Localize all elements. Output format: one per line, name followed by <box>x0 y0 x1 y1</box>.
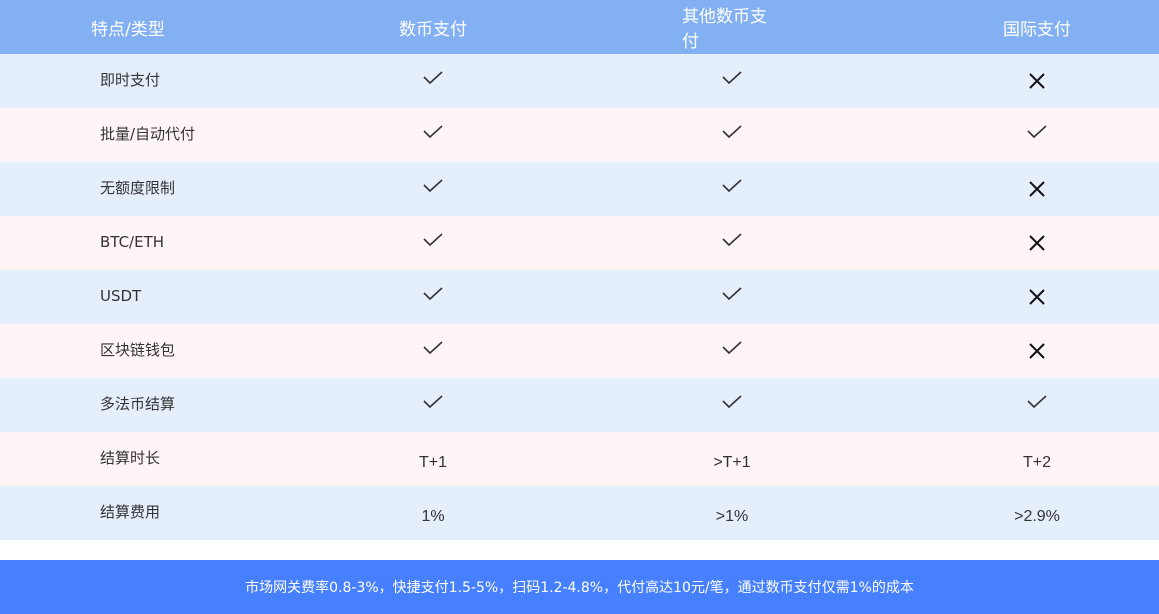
header-feature: 特点/类型 <box>91 19 165 40</box>
cell-value: T+2 <box>1022 454 1051 471</box>
cross-icon <box>987 324 1087 378</box>
row-label: USDT <box>100 286 142 305</box>
cross-icon <box>987 54 1087 108</box>
check-icon <box>383 375 483 429</box>
cross-icon <box>987 162 1087 216</box>
table-row: 多法币结算 <box>0 378 1159 432</box>
check-icon <box>383 321 483 375</box>
cell-value: >2.9% <box>1014 508 1060 525</box>
table-row: BTC/ETH <box>0 216 1159 270</box>
row-label: BTC/ETH <box>100 232 165 251</box>
row-label: 结算时长 <box>100 449 161 467</box>
footer-note: 市场网关费率0.8-3%，快捷支付1.5-5%，扫码1.2-4.8%，代付高达1… <box>0 560 1159 614</box>
cross-icon <box>987 216 1087 270</box>
row-label: 区块链钱包 <box>100 341 176 359</box>
check-icon <box>682 213 782 267</box>
check-icon <box>682 51 782 105</box>
check-icon <box>682 105 782 159</box>
header-international: 国际支付 <box>1003 19 1071 40</box>
check-icon <box>383 159 483 213</box>
cell-value: T+1 <box>418 454 447 471</box>
table-header: 特点/类型 数币支付 其他数币支付 国际支付 <box>0 0 1159 54</box>
check-icon <box>383 105 483 159</box>
table-row: USDT <box>0 270 1159 324</box>
table-row: 结算费用 1% >1% >2.9% <box>0 486 1159 540</box>
check-icon <box>682 159 782 213</box>
cell-value: >T+1 <box>713 454 751 471</box>
table-row: 即时支付 <box>0 54 1159 108</box>
check-icon <box>383 213 483 267</box>
cell-value: >1% <box>715 508 749 525</box>
table-row: 批量/自动代付 <box>0 108 1159 162</box>
cell-value: 1% <box>421 508 445 525</box>
table-row: 无额度限制 <box>0 162 1159 216</box>
header-other-digital: 其他数币支付 <box>682 7 767 52</box>
check-icon <box>682 321 782 375</box>
header-digital-currency: 数币支付 <box>399 19 467 40</box>
row-label: 无额度限制 <box>100 179 176 197</box>
check-icon <box>987 375 1087 429</box>
check-icon <box>383 267 483 321</box>
row-label: 批量/自动代付 <box>100 125 196 143</box>
table-row: 区块链钱包 <box>0 324 1159 378</box>
check-icon <box>987 105 1087 159</box>
cross-icon <box>987 270 1087 324</box>
row-label: 多法币结算 <box>100 395 176 413</box>
check-icon <box>682 267 782 321</box>
table-row: 结算时长 T+1 >T+1 T+2 <box>0 432 1159 486</box>
row-label: 即时支付 <box>100 71 161 89</box>
row-label: 结算费用 <box>100 503 161 521</box>
check-icon <box>383 51 483 105</box>
check-icon <box>682 375 782 429</box>
